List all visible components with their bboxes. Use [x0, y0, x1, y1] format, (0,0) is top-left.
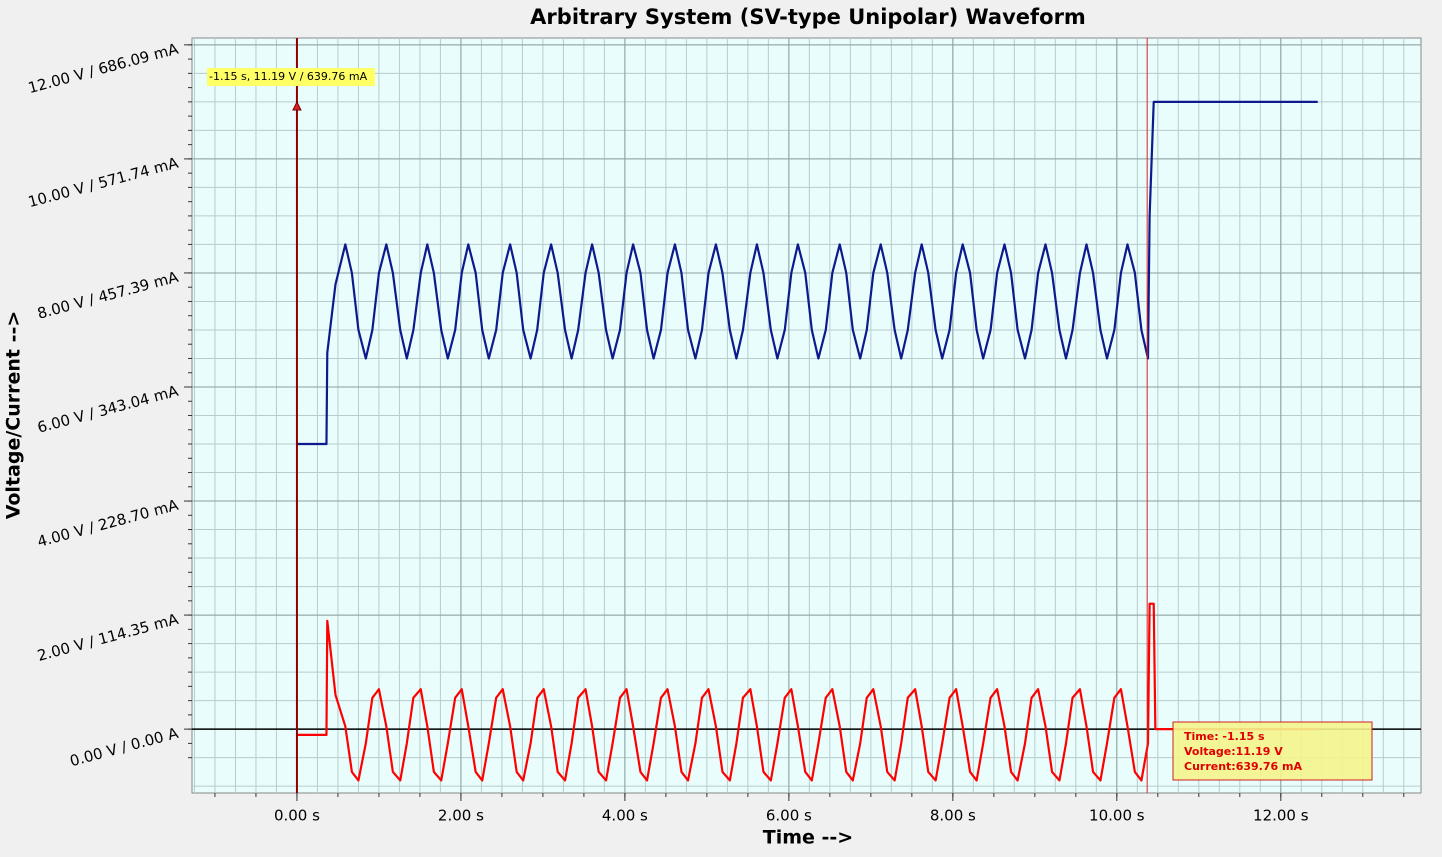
- x-tick-label: 6.00 s: [766, 807, 812, 825]
- x-tick-label: 10.00 s: [1089, 807, 1145, 825]
- cursor-marker: [292, 100, 302, 111]
- x-tick-label: 0.00 s: [274, 807, 320, 825]
- chart-title: Arbitrary System (SV-type Unipolar) Wave…: [530, 5, 1086, 29]
- cursor-label-box: [207, 68, 375, 86]
- x-tick-label: 2.00 s: [438, 807, 484, 825]
- grid: [184, 38, 1421, 801]
- readout-voltage: Voltage:11.19 V: [1184, 745, 1283, 758]
- y-axis-label: Voltage/Current -->: [3, 311, 25, 520]
- cursor-label: -1.15 s, 11.19 V / 639.76 mA: [209, 70, 368, 83]
- series-line: [296, 100, 1318, 446]
- x-axis-label: Time -->: [763, 827, 853, 849]
- series-line: [296, 602, 1318, 782]
- x-tick-label: 12.00 s: [1253, 807, 1309, 825]
- readout-time: Time: -1.15 s: [1184, 730, 1265, 743]
- marks: [192, 38, 1421, 793]
- x-tick-label: 8.00 s: [930, 807, 976, 825]
- x-tick-label: 4.00 s: [602, 807, 648, 825]
- readout-box: [1172, 721, 1373, 781]
- readout-current: Current:639.76 mA: [1184, 760, 1302, 773]
